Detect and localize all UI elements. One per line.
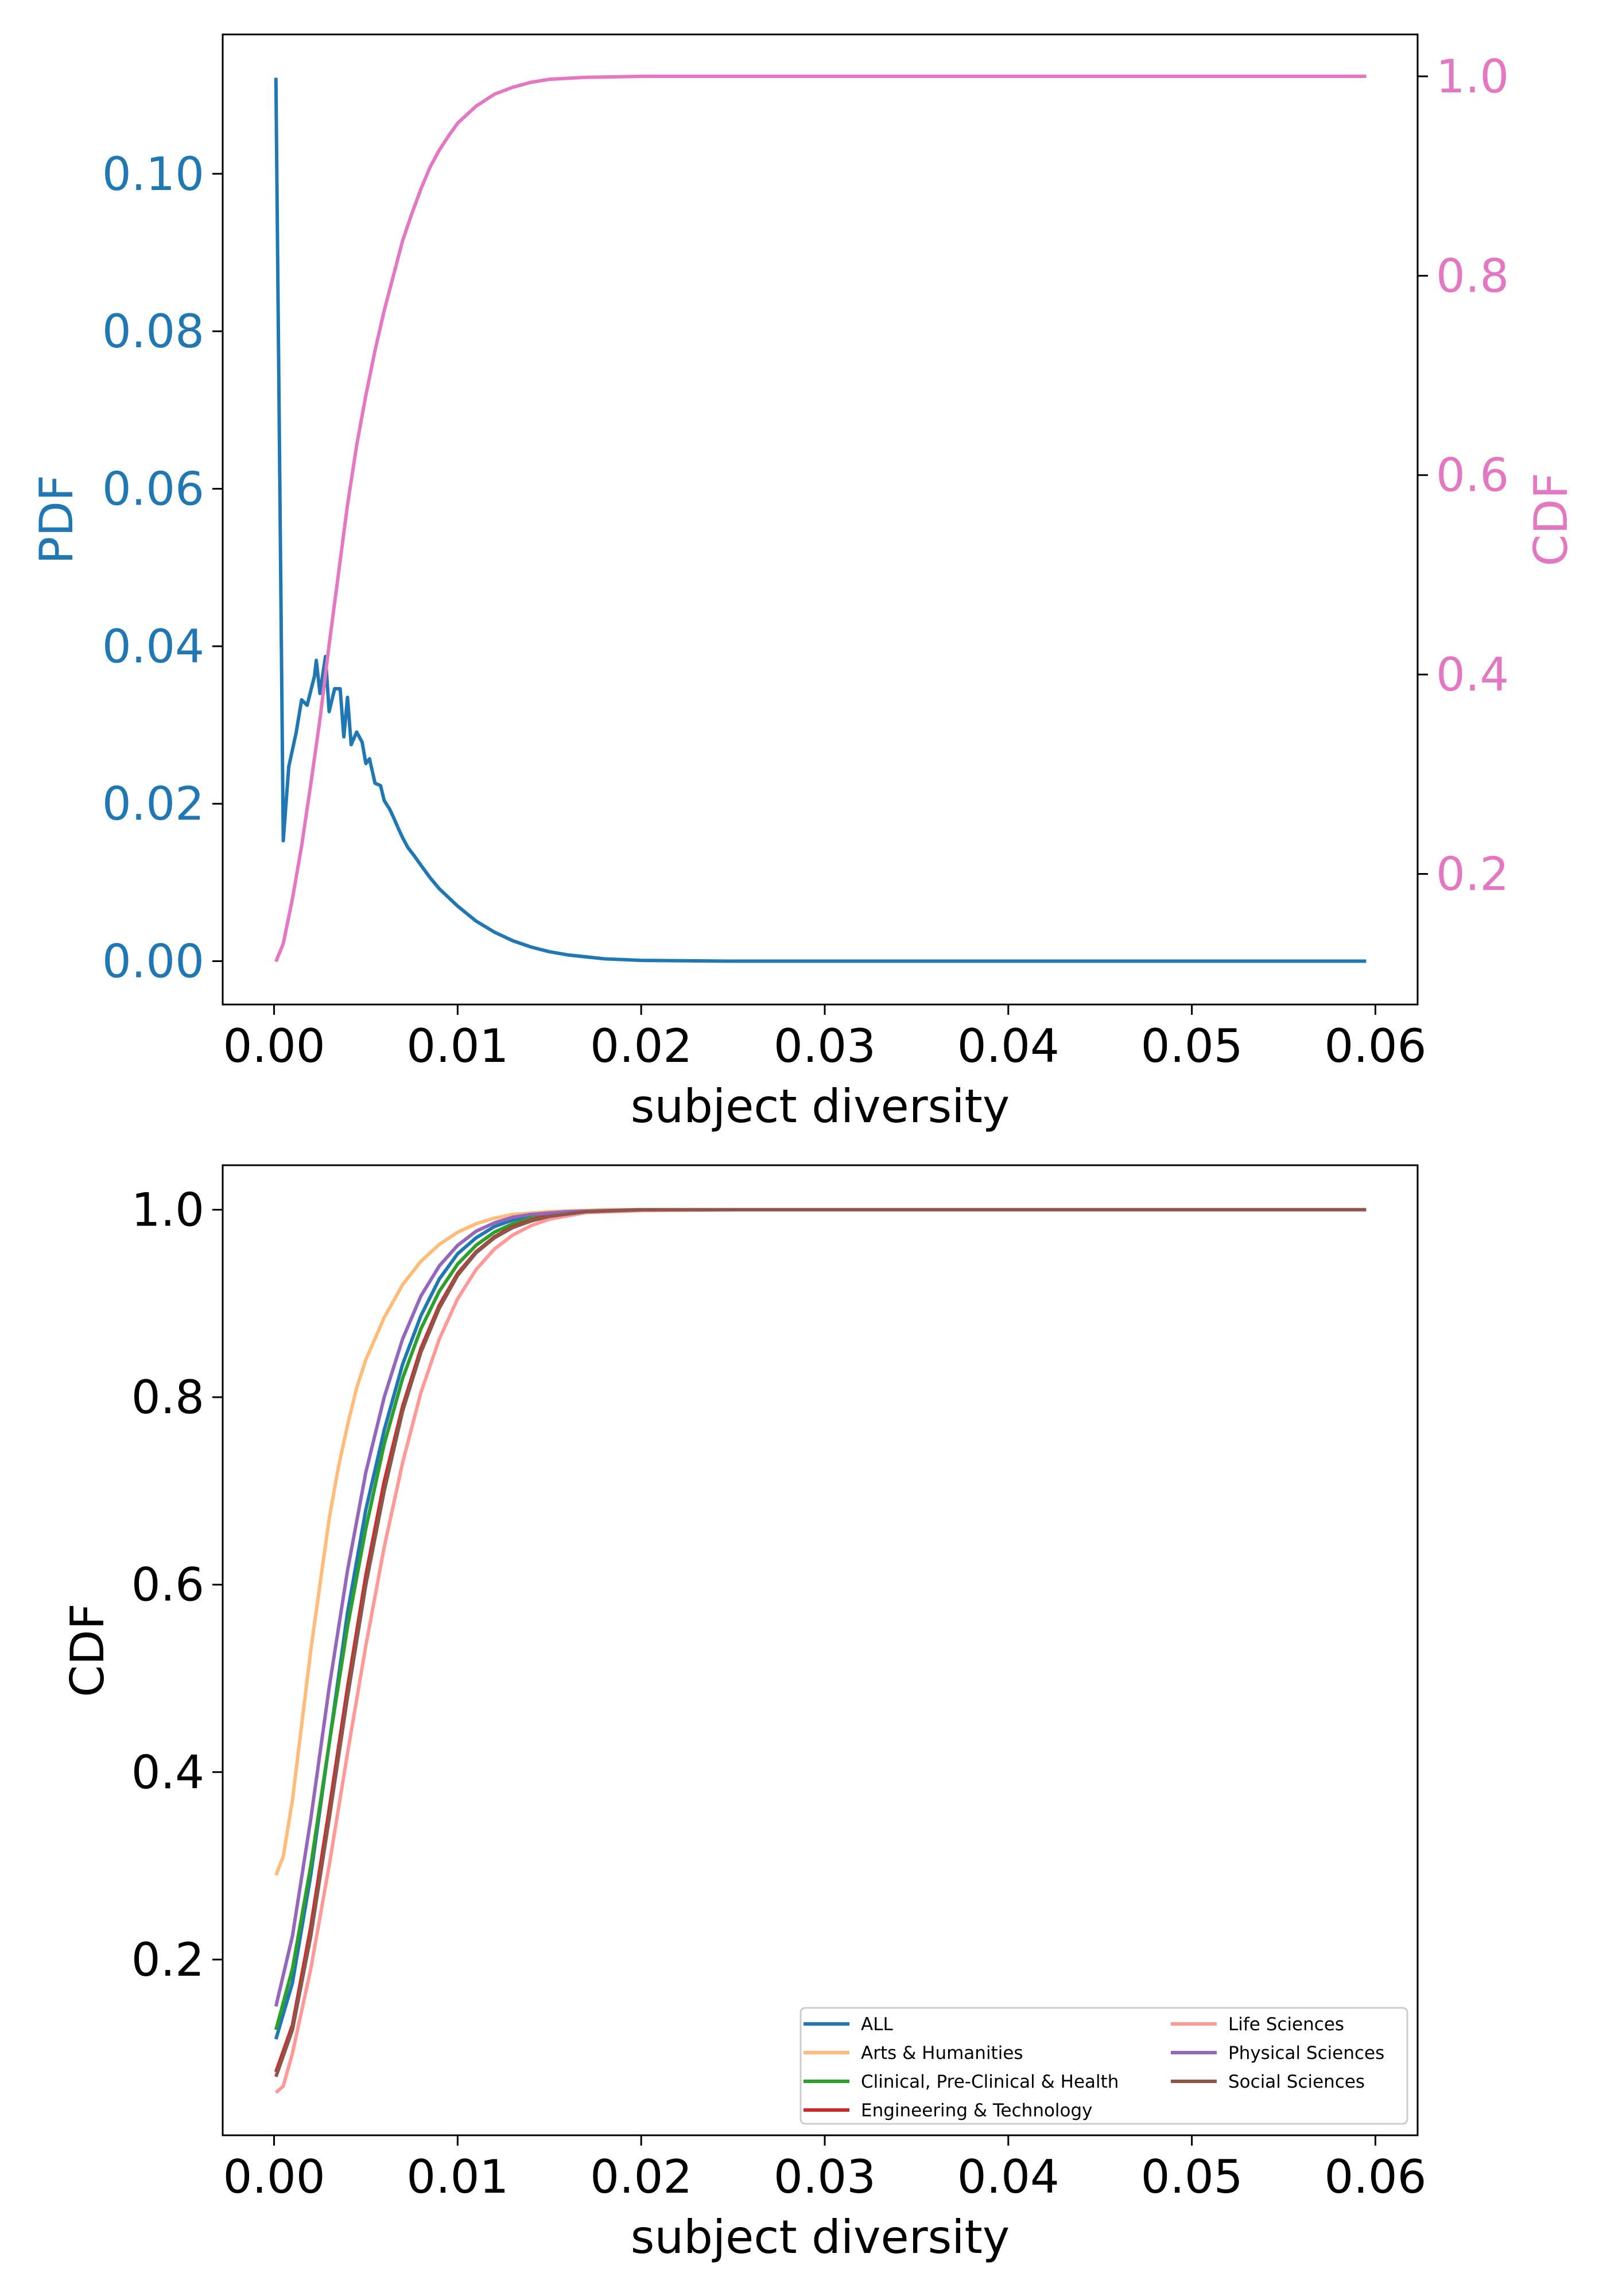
top-x-axis-title: subject diversity — [631, 1080, 1010, 1133]
top-right-y-tick-label: 1.0 — [1436, 50, 1509, 103]
bottom-legend: ALL Arts & Humanities Clinical, Pre-Clinic… — [799, 2007, 1408, 2125]
top-x-tick-label: 0.01 — [406, 1019, 509, 1073]
bottom-y-axis-title: CDF — [61, 1603, 114, 1697]
bottom-x-tick-label: 0.01 — [406, 2150, 509, 2204]
legend-label-all: ALL — [861, 2014, 893, 2035]
series-line-cdf — [274, 74, 1367, 963]
bottom-x-axis: 0.00 0.01 0.02 0.03 0.04 0.05 0.06 — [223, 2135, 1427, 2204]
top-x-axis: 0.00 0.01 0.02 0.03 0.04 0.05 0.06 — [223, 1004, 1427, 1073]
legend-label-clinical-pre-clinical-health: Clinical, Pre-Clinical & Health — [861, 2072, 1119, 2092]
bottom-y-axis: 0.2 0.4 0.6 0.8 1.0 — [131, 1184, 223, 1987]
top-right-y-tick-label: 0.4 — [1436, 648, 1509, 701]
top-chart: 0.00 0.01 0.02 0.03 0.04 0.05 0.06 0.000.020.0… — [30, 33, 1578, 1133]
bottom-plot-frame — [222, 1164, 1419, 2136]
top-plot-frame — [222, 33, 1419, 1006]
top-right-y-tick-label: 0.8 — [1436, 249, 1509, 302]
bottom-y-tick-label: 0.2 — [131, 1933, 204, 1987]
top-left-y-axis: 0.00 0.02 0.04 0.06 0.08 0.10 — [102, 148, 223, 988]
bottom-x-tick-label: 0.04 — [957, 2150, 1059, 2204]
top-series-group — [274, 74, 1367, 963]
bottom-x-axis-title: subject diversity — [631, 2210, 1010, 2264]
series-line-social-sciences — [274, 1208, 1367, 2077]
top-x-tick-label: 0.05 — [1141, 1019, 1243, 1073]
top-x-tick-label: 0.03 — [774, 1019, 876, 1073]
bottom-x-tick-label: 0.06 — [1324, 2150, 1426, 2204]
top-left-y-tick-label: 0.02 — [102, 777, 204, 831]
legend-label-life-sciences: Life Sciences — [1228, 2014, 1344, 2035]
top-x-tick-label: 0.04 — [957, 1019, 1059, 1073]
top-left-y-tick-label: 0.10 — [102, 148, 204, 201]
bottom-series-group — [274, 1208, 1367, 2094]
series-line-pdf — [274, 77, 1367, 963]
top-right-y-tick-label: 0.2 — [1436, 847, 1509, 901]
top-right-y-axis-title: CDF — [1524, 472, 1578, 566]
top-x-tick-label: 0.02 — [590, 1019, 692, 1073]
bottom-x-tick-label: 0.05 — [1141, 2150, 1243, 2204]
legend-label-physical-sciences: Physical Sciences — [1228, 2043, 1384, 2064]
legend-items: ALL Arts & Humanities Clinical, Pre-Clinic… — [804, 2014, 1384, 2121]
top-left-y-tick-label: 0.08 — [102, 305, 204, 358]
legend-label-social-sciences: Social Sciences — [1228, 2072, 1365, 2092]
bottom-x-tick-label: 0.00 — [223, 2150, 325, 2204]
top-x-tick-label: 0.06 — [1324, 1019, 1426, 1073]
top-right-y-tick-label: 0.6 — [1436, 449, 1509, 502]
top-x-tick-label: 0.00 — [223, 1019, 325, 1073]
bottom-y-tick-label: 1.0 — [131, 1184, 204, 1237]
top-left-y-axis-title: PDF — [30, 475, 83, 564]
top-right-y-axis: 0.2 0.4 0.6 0.8 1.0 — [1418, 50, 1509, 901]
top-left-y-tick-label: 0.04 — [102, 620, 204, 673]
top-left-y-tick-label: 0.00 — [102, 935, 204, 988]
top-left-y-tick-label: 0.06 — [102, 463, 204, 516]
bottom-y-tick-label: 0.4 — [131, 1746, 204, 1799]
bottom-y-tick-label: 0.6 — [131, 1558, 204, 1612]
legend-frame — [799, 2007, 1408, 2125]
bottom-x-tick-label: 0.03 — [774, 2150, 876, 2204]
bottom-x-tick-label: 0.02 — [590, 2150, 692, 2204]
bottom-chart: 0.00 0.01 0.02 0.03 0.04 0.05 0.06 0.20.40.60.… — [61, 1164, 1427, 2264]
legend-label-arts-humanities: Arts & Humanities — [861, 2043, 1023, 2064]
bottom-y-tick-label: 0.8 — [131, 1371, 204, 1424]
legend-label-engineering-technology: Engineering & Technology — [861, 2100, 1093, 2121]
